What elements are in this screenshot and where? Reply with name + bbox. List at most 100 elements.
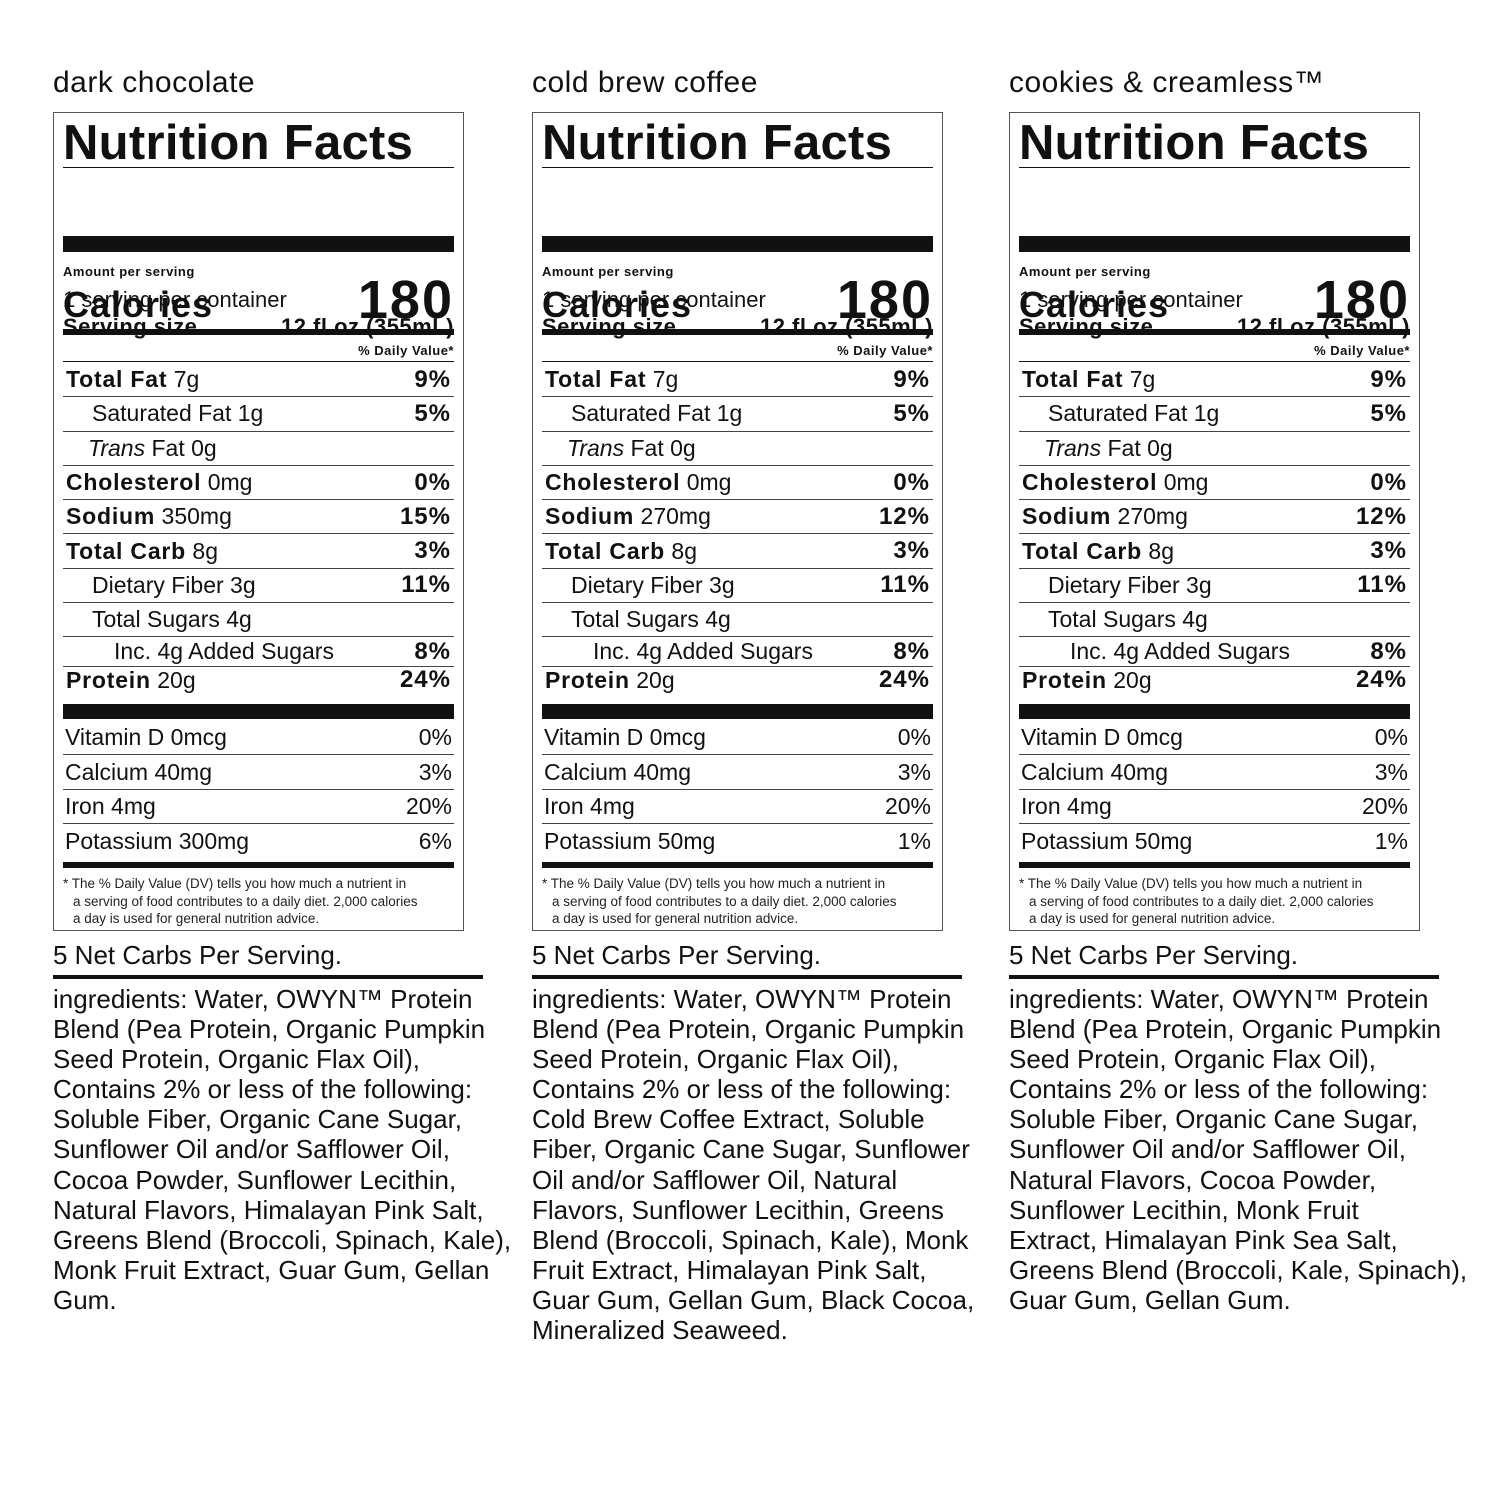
- calories-value: 180: [836, 270, 933, 330]
- ingredients-list: ingredients: Water, OWYN™ Protein Blend (…: [1009, 984, 1489, 1315]
- nutrient-row: Cholesterol 0mg 0%: [63, 466, 454, 501]
- calories-value: 180: [1313, 270, 1410, 330]
- nutrient-name: Sodium: [545, 503, 635, 530]
- nutrient-label: Dietary Fiber 3g: [66, 572, 256, 599]
- ingredients-line: Blend (Pea Protein, Organic Pumpkin: [1009, 1014, 1489, 1044]
- calories-row: Calories 180: [1019, 273, 1410, 327]
- amount-per-serving: Amount per serving: [63, 264, 195, 279]
- vitamin-daily-value: 1%: [1374, 827, 1408, 854]
- nutrient-row: Cholesterol 0mg 0%: [542, 466, 933, 501]
- nutrition-facts-panel: Nutrition Facts 1 serving per container Se…: [1009, 112, 1420, 931]
- nutrient-row: Saturated Fat 1g 5%: [542, 397, 933, 432]
- vitamin-row: Potassium 50mg 1%: [1019, 824, 1410, 858]
- nutrient-daily-value: 8%: [1370, 637, 1407, 665]
- footnote-line: * The % Daily Value (DV) tells you how m…: [542, 876, 886, 891]
- ingredients-text: Natural Flavors, Cocoa Powder,: [1009, 1164, 1377, 1195]
- nutrient-amount: 0mg: [686, 469, 732, 496]
- nutrient-name: Saturated Fat: [571, 400, 711, 427]
- vitamin-daily-value: 3%: [897, 758, 931, 785]
- nutrient-row: Total Sugars 4g: [542, 603, 933, 638]
- net-carbs-underline: [532, 975, 962, 979]
- ingredients-text: Monk Fruit Extract, Guar Gum, Gellan: [53, 1254, 490, 1285]
- ingredients-text: Guar Gum, Gellan Gum.: [1009, 1284, 1291, 1315]
- vitamin-name: Calcium 40mg: [65, 758, 212, 785]
- calories-value: 180: [357, 270, 454, 330]
- footnote-line: * The % Daily Value (DV) tells you how m…: [63, 876, 407, 891]
- ingredients-line: Natural Flavors, Himalayan Pink Salt,: [53, 1195, 509, 1225]
- vitamin-name: Potassium 300mg: [65, 827, 250, 854]
- ingredients-line: Extract, Himalayan Pink Sea Salt,: [1009, 1225, 1489, 1255]
- ingredients-text: Natural Flavors, Himalayan Pink Salt,: [53, 1194, 484, 1225]
- nutrient-rows: Total Fat 7g 9% Saturated Fat 1g 5% Trans Fa…: [63, 363, 454, 693]
- nutrient-row: Inc. 4g Added Sugars 8%: [1019, 637, 1410, 668]
- nutrient-row: Protein 20g 24%: [1019, 666, 1410, 693]
- nutrient-row: Total Sugars 4g: [63, 603, 454, 638]
- ingredients-line: Contains 2% or less of the following:: [1009, 1074, 1489, 1104]
- thick-divider: [1019, 704, 1410, 719]
- ingredients-line: ingredients: Water, OWYN™ Protein: [1009, 984, 1489, 1014]
- vitamin-daily-value: 0%: [1374, 724, 1408, 751]
- ingredients-text: Seed Protein, Organic Flax Oil),: [1009, 1044, 1377, 1075]
- vitamin-row: Iron 4mg 20%: [1019, 790, 1410, 825]
- ingredients-text: Fruit Extract, Himalayan Pink Salt,: [532, 1254, 927, 1285]
- thick-divider: [63, 704, 454, 719]
- ingredients-text: Water, OWYN™ Protein: [1143, 984, 1429, 1014]
- nutrient-name: Sodium: [66, 503, 156, 530]
- nutrient-name: Protein: [545, 666, 630, 693]
- nutrient-amount: 3g: [709, 571, 735, 598]
- nutrient-daily-value: 8%: [414, 637, 451, 665]
- medium-divider: [1019, 329, 1410, 335]
- ingredients-text: Fiber, Organic Cane Sugar, Sunflower: [532, 1134, 970, 1165]
- product-column: cold brew coffee Nutrition Facts 1 serving…: [518, 0, 988, 1500]
- nutrition-facts-panel: Nutrition Facts 1 serving per container Se…: [532, 112, 943, 931]
- nutrient-name: Trans: [88, 434, 146, 461]
- footnote-line: * The % Daily Value (DV) tells you how m…: [1019, 876, 1363, 891]
- nutrient-name: Total Fat: [545, 366, 647, 393]
- nutrient-name: Total Carb: [66, 537, 187, 564]
- ingredients-text: Contains 2% or less of the following:: [532, 1074, 952, 1105]
- nutrient-daily-value: 0%: [893, 468, 930, 496]
- vitamin-name: Vitamin D 0mcg: [544, 724, 706, 751]
- nutrient-row: Trans Fat 0g: [1019, 432, 1410, 466]
- nutrient-name: Total Carb: [1022, 537, 1143, 564]
- thick-divider: [542, 704, 933, 719]
- vitamin-row: Potassium 50mg 1%: [542, 824, 933, 858]
- vitamin-name: Potassium 50mg: [1021, 827, 1193, 854]
- vitamin-name: Calcium 40mg: [1021, 758, 1168, 785]
- medium-divider: [63, 329, 454, 335]
- ingredients-line: Natural Flavors, Cocoa Powder,: [1009, 1165, 1489, 1195]
- nutrient-daily-value: 9%: [893, 365, 930, 393]
- nutrient-daily-value: 5%: [414, 399, 451, 427]
- ingredients-text: Flavors, Sunflower Lecithin, Greens: [532, 1194, 944, 1225]
- nutrient-label: Total Sugars 4g: [1022, 606, 1208, 633]
- medium-divider: [542, 862, 933, 868]
- nutrient-row: Total Carb 8g 3%: [542, 534, 933, 569]
- ingredients-text: Guar Gum, Gellan Gum, Black Cocoa,: [532, 1284, 975, 1315]
- nutrient-name: Dietary Fiber: [92, 571, 224, 598]
- nutrient-daily-value: 24%: [399, 666, 451, 694]
- nutrient-amount: 20g: [157, 666, 196, 693]
- amount-per-serving: Amount per serving: [1019, 264, 1151, 279]
- ingredients-line: Oil and/or Safflower Oil, Natural: [532, 1165, 988, 1195]
- nutrient-row: Saturated Fat 1g 5%: [1019, 397, 1410, 432]
- nutrient-name: Total Sugars: [571, 606, 699, 633]
- ingredients-line: Guar Gum, Gellan Gum.: [1009, 1285, 1489, 1315]
- nutrient-label: Cholesterol 0mg: [545, 469, 731, 496]
- ingredients-line: Cocoa Powder, Sunflower Lecithin,: [53, 1165, 509, 1195]
- ingredients-text: Extract, Himalayan Pink Sea Salt,: [1009, 1224, 1398, 1255]
- nutrient-rows: Total Fat 7g 9% Saturated Fat 1g 5% Trans Fa…: [542, 363, 933, 693]
- nutrient-amount: 270mg: [640, 503, 711, 530]
- nutrient-label: Sodium 270mg: [545, 503, 711, 530]
- product-column: dark chocolate Nutrition Facts 1 serving p…: [39, 0, 509, 1500]
- thick-divider: [1019, 236, 1410, 252]
- nutrient-daily-value: 24%: [878, 666, 930, 694]
- nutrient-label: Total Carb 8g: [66, 538, 218, 565]
- ingredients-text: Blend (Pea Protein, Organic Pumpkin: [1009, 1014, 1442, 1045]
- nutrient-row: Total Fat 7g 9%: [63, 363, 454, 398]
- ingredients-list: ingredients: Water, OWYN™ Protein Blend (…: [532, 984, 988, 1345]
- medium-divider: [542, 329, 933, 335]
- nutrient-amount: 8g: [671, 537, 698, 564]
- nutrient-name: Inc. 4g Added Sugars: [114, 638, 334, 665]
- flavor-name: dark chocolate: [53, 66, 256, 99]
- ingredients-text: Oil and/or Safflower Oil, Natural: [532, 1164, 898, 1195]
